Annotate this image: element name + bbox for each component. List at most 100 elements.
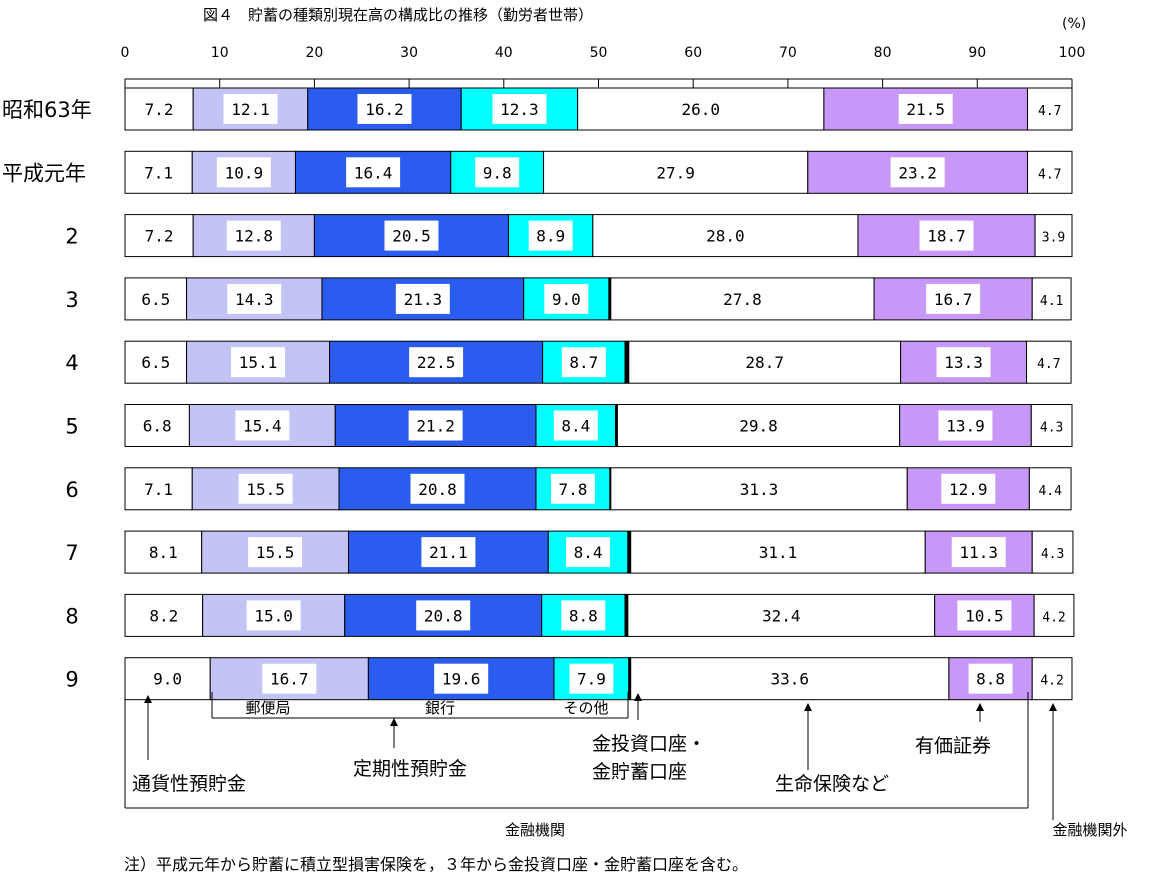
value-label-bg [262,663,317,694]
value-label-bg [544,283,589,314]
value-label-bg [408,410,463,441]
value-label: 23.2 [898,163,937,182]
value-label-bg [566,537,611,568]
bar-segment-nonfinancial [1033,593,1075,637]
value-label: 8.4 [574,543,603,562]
value-label: 8.9 [536,227,565,246]
value-label-bg [919,220,974,251]
value-label-bg [569,663,614,694]
value-label: 26.0 [682,100,721,119]
value-label: 12.8 [235,227,274,246]
value-label-bg [384,220,439,251]
row-label: 5 [65,415,78,439]
value-label: 4.3 [1040,421,1063,436]
x-tick-label: 100 [1059,45,1086,61]
bar-segment-currency [124,150,193,194]
value-label: 12.3 [500,100,539,119]
label-gold: 金投資口座・ [592,733,706,755]
x-tick-label: 0 [121,45,130,61]
arrow-life-head [804,703,812,711]
x-axis: 0 10 20 30 40 50 60 70 80 90 100 [121,45,1086,88]
value-label: 6.5 [141,290,170,309]
value-label-bg [936,347,991,378]
value-label-bg [226,220,281,251]
value-label: 28.7 [745,353,784,372]
value-label: 21.1 [429,543,468,562]
value-label: 11.3 [959,543,998,562]
label-financial: 金融機関 [505,821,565,839]
value-label: 13.9 [946,417,985,436]
value-label: 8.7 [569,353,598,372]
value-label-bg [416,600,471,631]
value-label: 3.9 [1042,231,1065,246]
value-label: 4.4 [1038,484,1062,499]
value-label: 27.9 [656,163,695,182]
value-label: 16.2 [365,100,404,119]
row-label: 平成元年 [2,161,86,185]
value-label: 12.1 [231,100,270,119]
x-tick-label: 60 [684,45,702,61]
value-label: 21.2 [416,417,455,436]
value-label-bg [434,663,489,694]
value-label: 15.1 [239,353,278,372]
value-label: 7.1 [144,163,173,182]
value-label: 32.4 [762,606,801,625]
value-label: 16.4 [354,163,393,182]
value-label: 6.8 [143,417,172,436]
bar-segment-life [630,657,950,701]
value-label: 15.0 [254,606,293,625]
bar-segment-nonfinancial [1031,657,1073,701]
value-label-bg [553,410,598,441]
row-label: 昭和63年 [2,98,92,122]
value-label: 21.5 [906,100,945,119]
arrow-currency-head [144,695,152,703]
label-postal: 郵便局 [245,699,290,717]
bar-segment-currency [124,404,190,447]
bar-segment-currency [124,593,204,637]
value-label: 9.0 [552,290,581,309]
x-tick-label: 30 [400,45,418,61]
value-label: 9.0 [153,670,182,689]
value-label-bg [346,157,401,188]
row-label: 9 [65,668,78,692]
value-label-bg [898,94,953,124]
bar-segment-life [630,530,926,574]
value-label-bg [938,410,993,441]
value-label-bg [395,283,450,314]
value-label: 12.9 [949,480,988,499]
x-tick-label: 20 [305,45,323,61]
bar-segment-life [616,404,901,447]
value-label-bg [957,600,1012,631]
value-label: 7.2 [145,100,174,119]
value-label-bg [409,347,464,378]
value-label-bg [248,537,303,568]
value-label: 20.8 [418,480,457,499]
value-label-bg [246,600,301,631]
value-label-bg [235,410,290,441]
bar-segment-life [577,87,825,131]
label-fixed: 定期性預貯金 [353,758,467,780]
value-label: 20.8 [424,606,463,625]
label-gold: 金貯蓄口座 [592,761,687,783]
value-label: 14.3 [235,290,274,309]
value-label: 18.7 [927,227,966,246]
value-label-bg [227,283,282,314]
row-label: 3 [65,288,78,312]
bar-segment-nonfinancial [1026,87,1073,131]
bar-segment-life [628,340,902,384]
value-label: 15.5 [246,480,285,499]
value-label: 19.6 [442,670,481,689]
value-label: 7.8 [558,480,587,499]
value-label-bg [410,473,465,504]
value-label: 8.4 [561,417,590,436]
value-label: 4.2 [1040,674,1063,689]
value-label: 16.7 [270,670,309,689]
plot-area: 昭和63年 7.2 12.1 16.2 12.3 26.0 21.5 4.7 平成元年 7.1 10… [2,87,1075,701]
value-label: 4.7 [1038,104,1061,119]
value-label-bg [550,473,595,504]
value-label: 27.8 [723,290,762,309]
arrow-fixed-head [390,718,398,726]
label-securities: 有価証券 [915,735,991,757]
value-label: 8.2 [149,606,178,625]
row-label: 2 [65,225,78,249]
